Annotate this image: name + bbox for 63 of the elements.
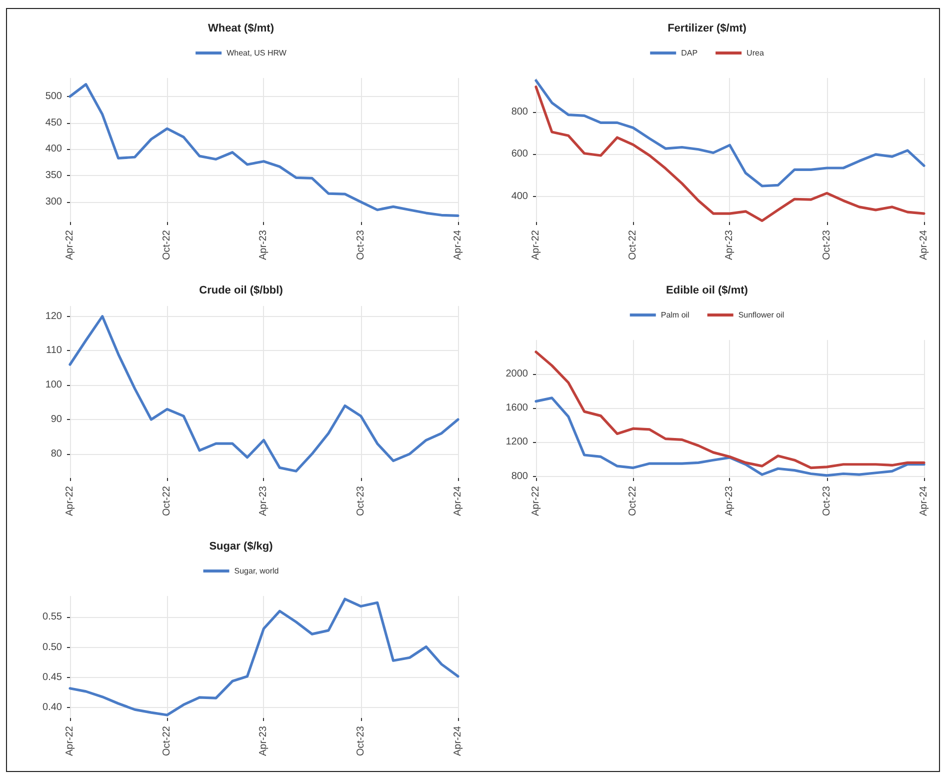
y-tick-label: 350 [45, 170, 62, 182]
y-tick-label: 400 [45, 144, 62, 155]
x-tick-label: Oct-23 [355, 726, 366, 756]
x-tick-label: Apr-22 [530, 486, 542, 516]
x-tick-label: Oct-22 [628, 230, 639, 260]
y-tick-label: 80 [50, 448, 62, 460]
x-tick-label: Oct-22 [162, 230, 173, 260]
y-tick-label: 0.50 [42, 642, 62, 653]
line-series [534, 79, 926, 188]
y-tick-label: 110 [46, 345, 62, 356]
x-tick-label: Oct-23 [821, 486, 832, 516]
y-tick-label: 0.40 [42, 702, 62, 714]
chart-title: Edible oil ($/mt) [666, 284, 748, 296]
line-series [68, 315, 460, 472]
x-tick-label: Oct-22 [628, 486, 639, 516]
y-tick-label: 800 [511, 470, 528, 482]
y-tick-label: 1600 [506, 402, 528, 414]
x-tick-label: Oct-22 [162, 486, 173, 516]
y-tick-label: 0.55 [42, 612, 62, 623]
y-tick-label: 500 [45, 90, 62, 102]
legend-label: DAP [681, 48, 698, 58]
x-tick-label: Oct-23 [355, 230, 366, 260]
x-tick-label: Apr-24 [918, 230, 930, 260]
x-tick-label: Apr-23 [724, 230, 736, 260]
legend-label: Palm oil [660, 310, 690, 320]
x-tick-label: Apr-22 [64, 230, 76, 260]
legend-label: Sugar, world [234, 566, 279, 576]
x-tick-label: Apr-23 [724, 486, 736, 516]
line-series [68, 83, 460, 217]
y-tick-label: 1200 [506, 436, 528, 448]
legend-label: Sunflower oil [738, 310, 784, 320]
x-tick-label: Apr-24 [452, 726, 464, 756]
y-tick-label: 90 [50, 414, 62, 426]
x-tick-label: Apr-22 [64, 486, 76, 516]
x-tick-label: Apr-23 [258, 230, 270, 260]
y-tick-label: 600 [511, 148, 528, 160]
chart-title: Fertilizer ($/mt) [668, 22, 747, 34]
y-tick-label: 100 [45, 380, 62, 391]
x-tick-label: Apr-23 [258, 486, 270, 516]
y-tick-label: 800 [511, 106, 528, 118]
x-tick-label: Apr-23 [258, 726, 270, 756]
y-tick-label: 450 [45, 117, 62, 128]
line-series [68, 598, 460, 716]
line-series [534, 350, 926, 470]
chart-title: Wheat ($/mt) [208, 22, 274, 34]
chart-title: Crude oil ($/bbl) [199, 284, 284, 296]
y-tick-label: 2000 [506, 368, 528, 380]
legend-label: Urea [746, 48, 764, 58]
y-tick-label: 400 [511, 191, 528, 202]
x-tick-label: Apr-24 [918, 486, 930, 516]
y-tick-label: 120 [45, 310, 62, 322]
x-tick-label: Apr-22 [530, 230, 542, 260]
x-tick-label: Apr-24 [452, 230, 464, 260]
legend-label: Wheat, US HRW [226, 48, 287, 58]
x-tick-label: Oct-23 [821, 230, 832, 260]
x-tick-label: Apr-24 [452, 486, 464, 516]
y-tick-label: 0.45 [42, 672, 62, 684]
chart-title: Sugar ($/kg) [209, 540, 274, 552]
x-tick-label: Oct-22 [162, 726, 173, 756]
x-tick-label: Oct-23 [355, 486, 366, 516]
y-tick-label: 300 [45, 196, 62, 208]
line-series [534, 86, 926, 222]
x-tick-label: Apr-22 [64, 726, 76, 756]
